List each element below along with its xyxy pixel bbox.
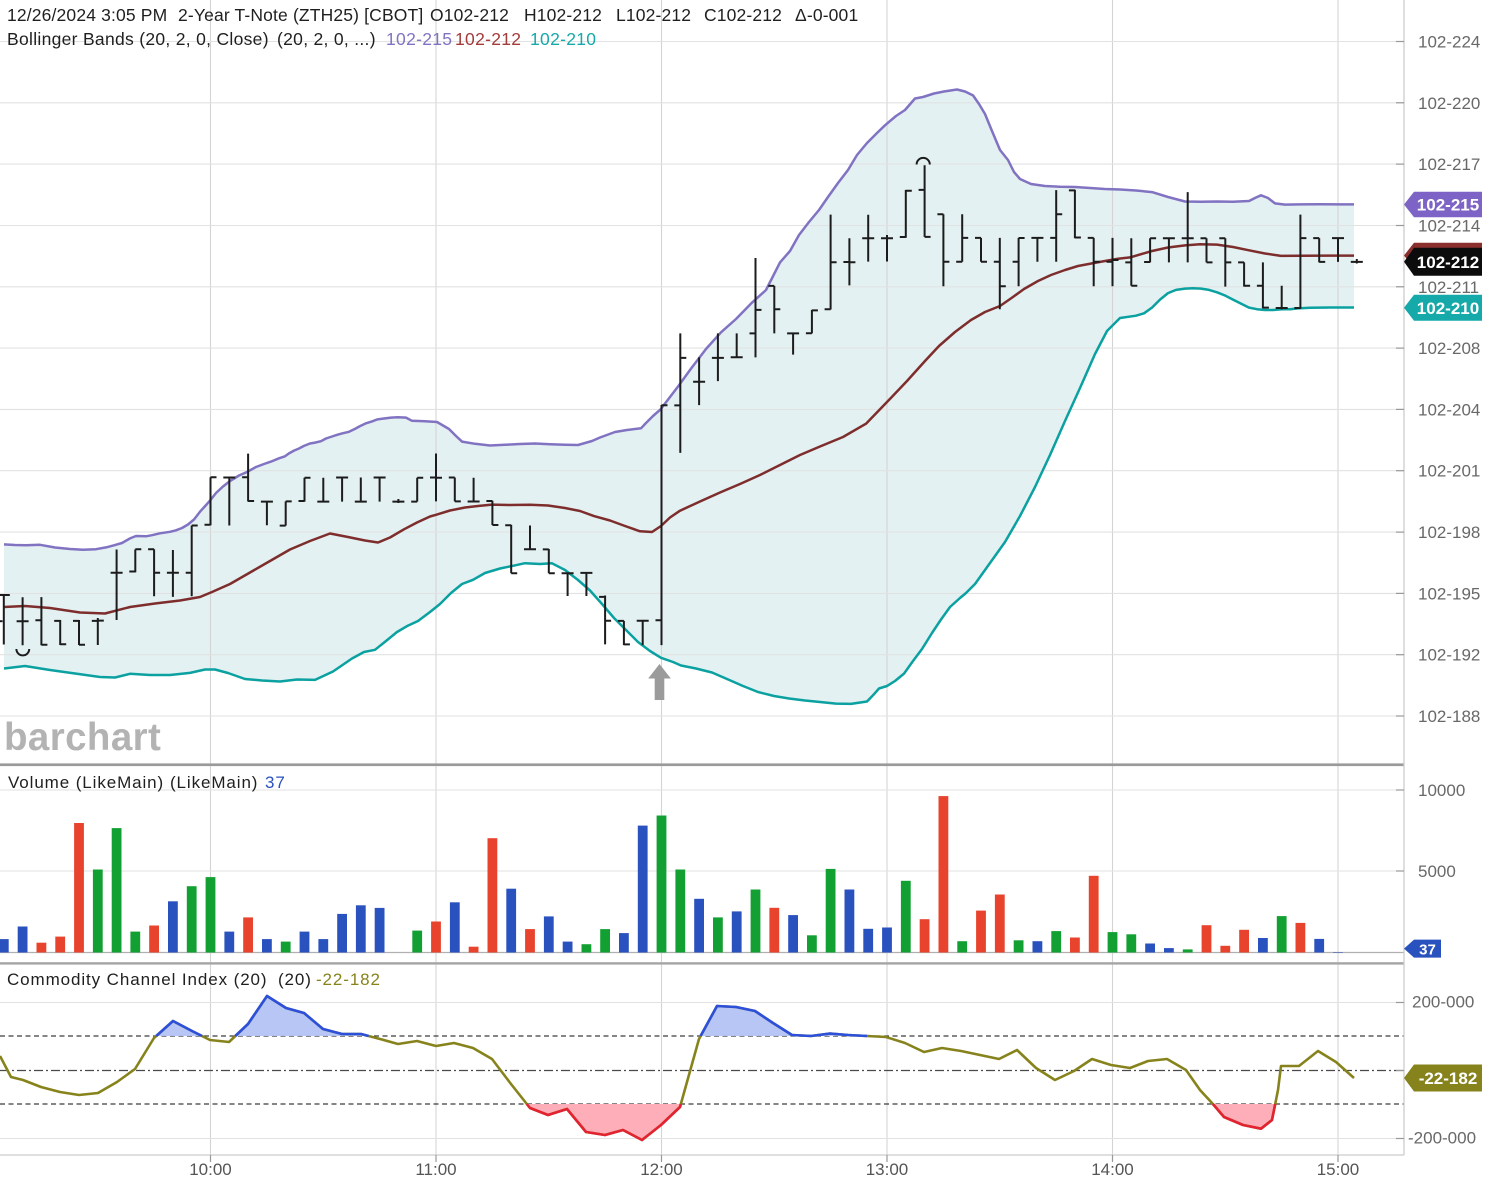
svg-text:102-217: 102-217 — [1418, 155, 1480, 174]
svg-text:102-198: 102-198 — [1418, 523, 1480, 542]
svg-text:-200-000: -200-000 — [1408, 1129, 1476, 1148]
svg-text:Commodity Channel Index (20)(2: Commodity Channel Index (20) (20) -22-182 — [7, 970, 381, 989]
svg-text:102-204: 102-204 — [1418, 400, 1480, 419]
svg-text:102-201: 102-201 — [1418, 462, 1480, 481]
svg-text:13:00: 13:00 — [866, 1160, 909, 1179]
svg-text:5000: 5000 — [1418, 862, 1456, 881]
svg-text:12/26/2024 3:05 PM2-Year T-Not: 12/26/2024 3:05 PM 2-Year T-Note (ZTH25) … — [7, 5, 858, 25]
svg-text:102-214: 102-214 — [1418, 217, 1480, 236]
svg-text:Volume (LikeMain)(LikeMain)37: Volume (LikeMain) (LikeMain) 37 — [8, 773, 286, 792]
svg-text:11:00: 11:00 — [415, 1160, 456, 1179]
svg-text:12:00: 12:00 — [640, 1160, 683, 1179]
svg-text:102-195: 102-195 — [1418, 584, 1480, 603]
svg-text:102-188: 102-188 — [1418, 707, 1480, 726]
svg-text:200-000: 200-000 — [1412, 993, 1474, 1012]
svg-text:37: 37 — [1419, 942, 1436, 959]
svg-text:102-208: 102-208 — [1418, 339, 1480, 358]
svg-text:10000: 10000 — [1418, 781, 1465, 800]
svg-text:10:00: 10:00 — [189, 1160, 232, 1179]
svg-text:-22-182: -22-182 — [1419, 1069, 1478, 1088]
svg-text:102-211: 102-211 — [1418, 278, 1479, 297]
svg-text:Bollinger Bands (20, 2, 0, Clo: Bollinger Bands (20, 2, 0, Close) (20, 2,… — [7, 29, 596, 49]
svg-text:102-192: 102-192 — [1418, 646, 1480, 665]
svg-text:15:00: 15:00 — [1317, 1160, 1360, 1179]
svg-text:102-212: 102-212 — [1417, 253, 1479, 272]
svg-text:102-224: 102-224 — [1418, 33, 1480, 52]
svg-text:102-220: 102-220 — [1418, 94, 1480, 113]
svg-text:barchart: barchart — [4, 716, 161, 759]
svg-text:14:00: 14:00 — [1091, 1160, 1134, 1179]
svg-text:102-215: 102-215 — [1417, 196, 1479, 215]
svg-text:102-210: 102-210 — [1417, 299, 1479, 318]
